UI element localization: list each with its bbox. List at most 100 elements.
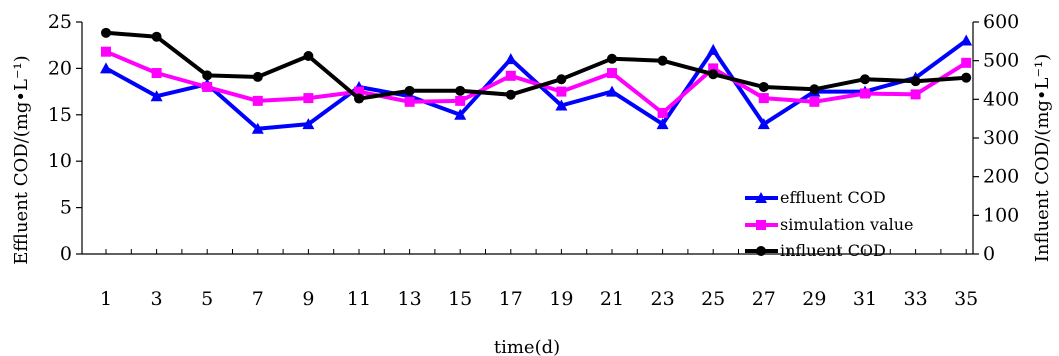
data-point bbox=[556, 86, 567, 97]
x-ticks: 1 3 5 7 9 11 13 15 17 19 21 23 25 27 29 31 33 35 bbox=[100, 249, 978, 310]
data-point bbox=[607, 53, 617, 64]
data-point bbox=[151, 68, 162, 79]
right-y-tick-label: 0 bbox=[983, 243, 995, 265]
data-point bbox=[809, 84, 820, 95]
data-point bbox=[708, 63, 719, 74]
data-point bbox=[454, 108, 467, 120]
data-point bbox=[354, 86, 364, 97]
data-point bbox=[657, 107, 668, 118]
data-point bbox=[707, 43, 720, 55]
x-tick-label: 25 bbox=[701, 288, 725, 310]
x-tick-label: 19 bbox=[549, 288, 573, 310]
legend-label-simulation: simulation value bbox=[780, 215, 914, 234]
data-point bbox=[100, 62, 112, 74]
series-influent-cod bbox=[101, 27, 972, 104]
series-line bbox=[105, 30, 967, 101]
right-y-tick-label: 600 bbox=[983, 11, 1019, 33]
data-point bbox=[910, 89, 921, 100]
data-point bbox=[758, 93, 769, 104]
data-point bbox=[303, 51, 314, 62]
data-point bbox=[303, 93, 314, 104]
data-point bbox=[961, 72, 972, 83]
left-y-tick-label: 10 bbox=[48, 150, 72, 172]
legend-label-influent: influent COD bbox=[780, 241, 886, 260]
left-y-tick-label: 25 bbox=[48, 11, 72, 33]
x-tick-label: 3 bbox=[151, 288, 163, 310]
data-point bbox=[504, 53, 517, 65]
data-point bbox=[354, 93, 364, 104]
data-point bbox=[404, 85, 415, 96]
left-y-tick-label: 20 bbox=[48, 57, 72, 79]
x-tick-label: 1 bbox=[100, 288, 112, 310]
data-point bbox=[150, 90, 163, 102]
legend-entry-effluent: effluent COD bbox=[745, 188, 886, 207]
x-tick-label: 35 bbox=[954, 288, 978, 310]
data-point bbox=[302, 118, 315, 130]
left-y-axis-title: Effluent COD/(mg•L⁻¹) bbox=[11, 55, 32, 264]
x-tick-label: 9 bbox=[302, 288, 314, 310]
data-point bbox=[202, 81, 213, 92]
data-point bbox=[960, 34, 973, 46]
right-y-tick-label: 200 bbox=[983, 166, 1019, 188]
plot-area bbox=[82, 22, 973, 254]
data-point bbox=[555, 99, 568, 111]
data-point bbox=[656, 118, 669, 130]
data-point bbox=[860, 88, 870, 99]
data-point bbox=[251, 122, 264, 134]
data-point bbox=[910, 76, 921, 87]
data-point bbox=[252, 71, 263, 82]
right-y-tick-label: 100 bbox=[983, 204, 1019, 226]
data-point bbox=[455, 95, 466, 106]
left-y-tick-label: 0 bbox=[60, 243, 72, 265]
data-point bbox=[202, 70, 213, 81]
data-point bbox=[404, 96, 415, 107]
data-point bbox=[809, 96, 820, 107]
data-point bbox=[101, 46, 111, 57]
x-tick-label: 7 bbox=[252, 288, 264, 310]
x-tick-label: 11 bbox=[347, 288, 371, 310]
data-point bbox=[252, 95, 263, 106]
data-point bbox=[505, 70, 516, 81]
left-y-tick-label: 15 bbox=[48, 104, 72, 126]
data-point bbox=[505, 89, 516, 100]
x-tick-label: 33 bbox=[904, 288, 928, 310]
x-tick-label: 13 bbox=[398, 288, 422, 310]
series-line bbox=[105, 49, 968, 115]
data-point bbox=[757, 118, 770, 130]
x-tick-label: 21 bbox=[600, 288, 624, 310]
x-tick-label: 29 bbox=[802, 288, 826, 310]
legend: effluent COD simulation value influent C… bbox=[745, 188, 914, 260]
data-point bbox=[151, 31, 162, 42]
series-layer bbox=[100, 27, 973, 134]
data-point bbox=[455, 85, 466, 96]
x-axis-title: time(d) bbox=[494, 337, 560, 356]
data-point bbox=[708, 69, 719, 80]
data-point bbox=[606, 85, 618, 97]
legend-entry-simulation: simulation value bbox=[745, 215, 914, 234]
right-y-axis-title: Influent COD/(mg•L⁻¹) bbox=[1032, 54, 1053, 262]
data-point bbox=[860, 74, 870, 85]
data-point bbox=[657, 55, 668, 66]
right-y-tick-label: 500 bbox=[983, 50, 1019, 72]
right-y-tick-label: 400 bbox=[983, 88, 1019, 110]
data-point bbox=[758, 81, 769, 92]
series-simulation-value bbox=[101, 46, 972, 118]
data-point bbox=[607, 68, 617, 79]
left-y-ticks: 0 5 10 15 20 25 bbox=[48, 11, 82, 265]
legend-label-effluent: effluent COD bbox=[780, 188, 886, 207]
data-point bbox=[101, 27, 111, 38]
data-point bbox=[961, 57, 972, 68]
x-tick-label: 15 bbox=[448, 288, 472, 310]
x-tick-label: 27 bbox=[752, 288, 776, 310]
right-y-tick-label: 300 bbox=[983, 127, 1019, 149]
plot-background bbox=[82, 22, 973, 254]
legend-entry-influent: influent COD bbox=[745, 241, 886, 260]
x-tick-label: 17 bbox=[499, 288, 523, 310]
right-y-ticks: 0 100 200 300 400 500 600 bbox=[973, 11, 1019, 265]
data-point bbox=[556, 74, 567, 85]
left-y-tick-label: 5 bbox=[60, 197, 72, 219]
x-tick-label: 31 bbox=[853, 288, 877, 310]
x-tick-label: 23 bbox=[651, 288, 675, 310]
x-tick-label: 5 bbox=[201, 288, 213, 310]
